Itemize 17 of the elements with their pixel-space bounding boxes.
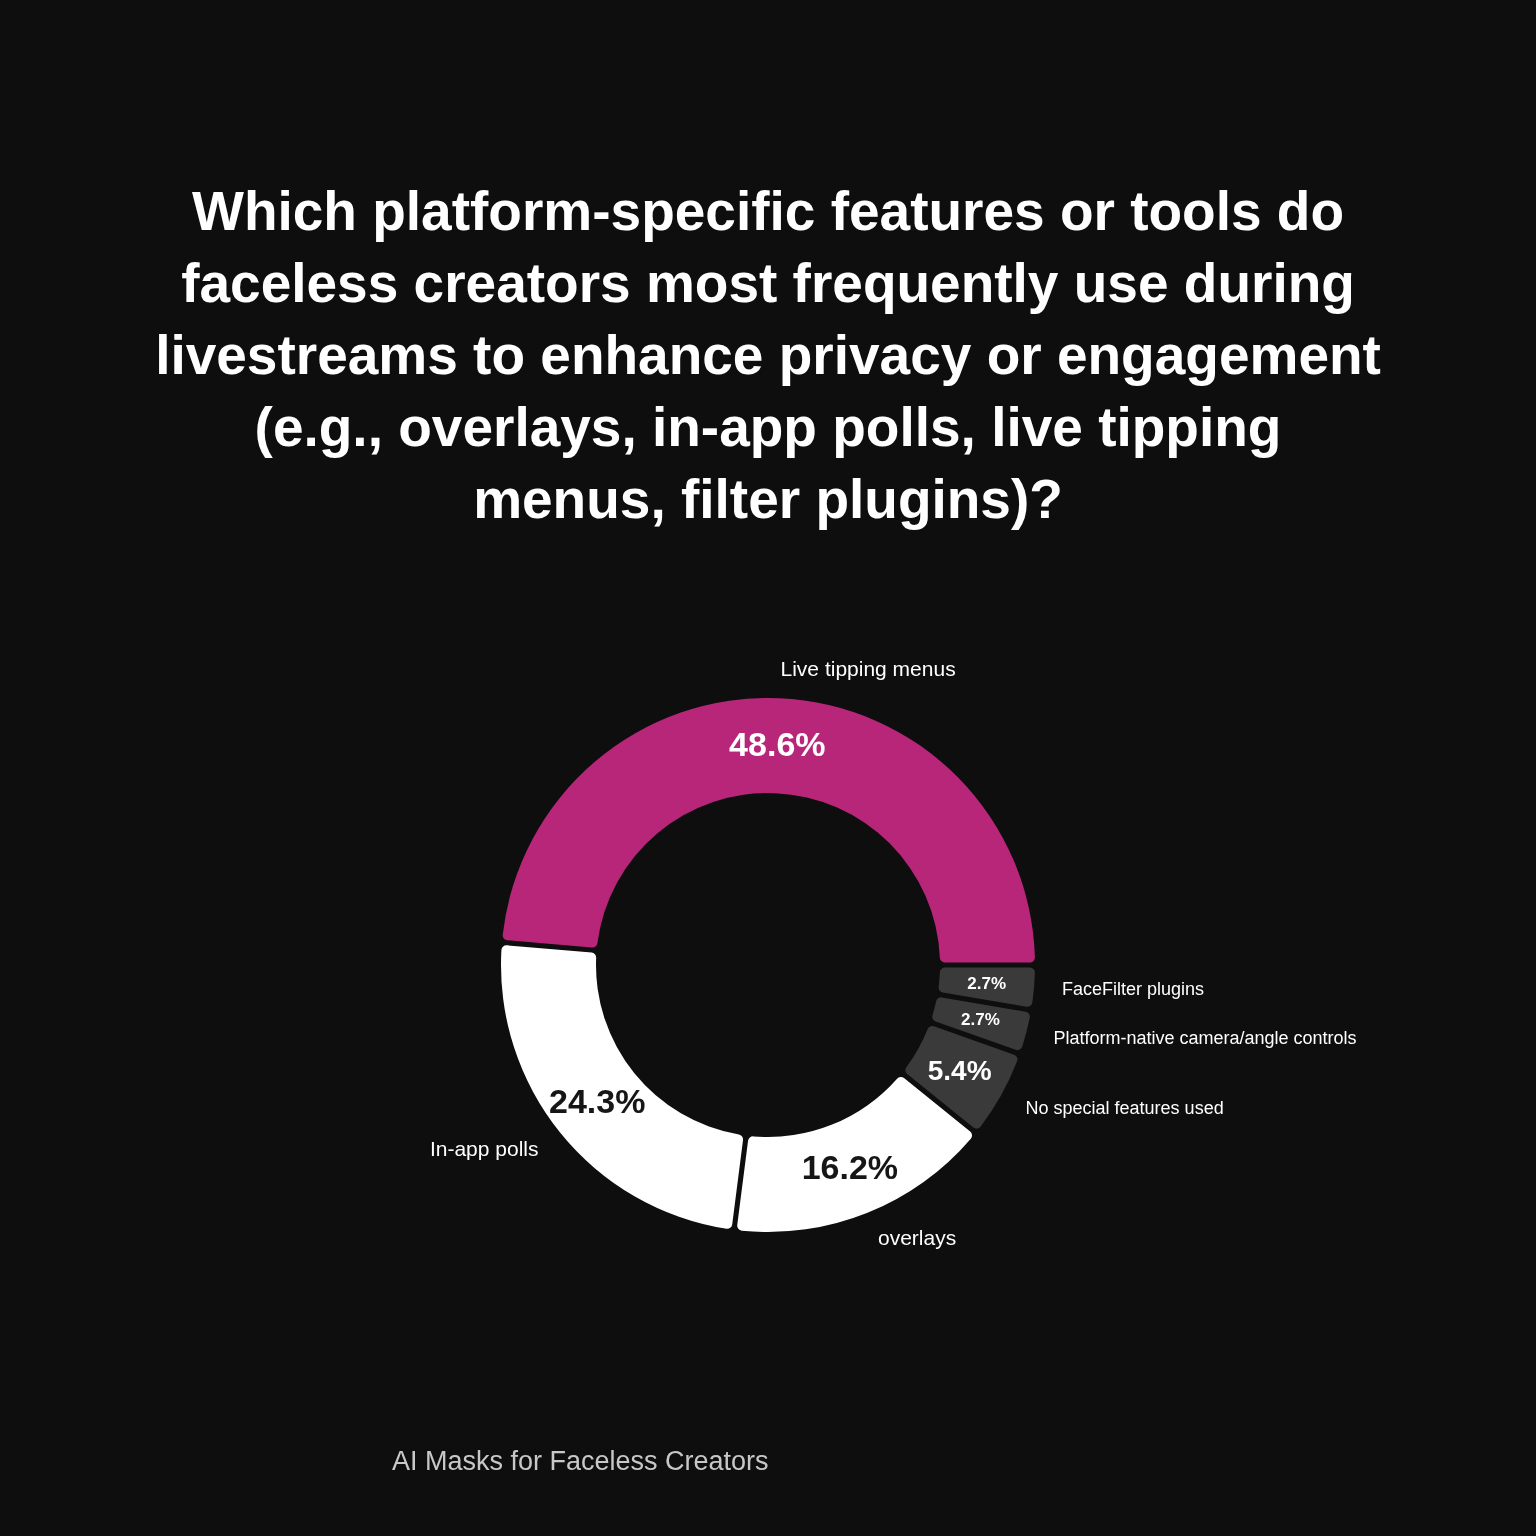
slice-label: No special features used <box>1025 1097 1224 1118</box>
slice-label: FaceFilter plugins <box>1061 979 1204 1000</box>
data-label: 48.6% <box>729 724 826 763</box>
data-label: 2.7% <box>961 1010 1000 1030</box>
data-label: 5.4% <box>927 1055 992 1087</box>
slice-label: overlays <box>877 1225 957 1249</box>
donut-slice <box>938 967 1035 1007</box>
data-label: 16.2% <box>801 1147 899 1186</box>
data-label: 24.3% <box>549 1081 646 1120</box>
chart-title: Which platform-specific features or tools do faceless creators most frequently use during livestreams to enhance privacy or engagement (e.g., overlays, in-app polls, live tipping menus, filter plugins)? <box>155 180 1381 530</box>
donut-slice <box>502 698 1035 963</box>
slice-label: Platform-native camera/angle controls <box>1053 1028 1357 1049</box>
data-label: 2.7% <box>967 973 1007 993</box>
slice-label: In-app polls <box>429 1137 539 1161</box>
text: AI Masks for Faceless Creators <box>392 1446 769 1476</box>
donut-slice <box>932 997 1030 1051</box>
slice-label: Live tipping menus <box>780 657 956 681</box>
